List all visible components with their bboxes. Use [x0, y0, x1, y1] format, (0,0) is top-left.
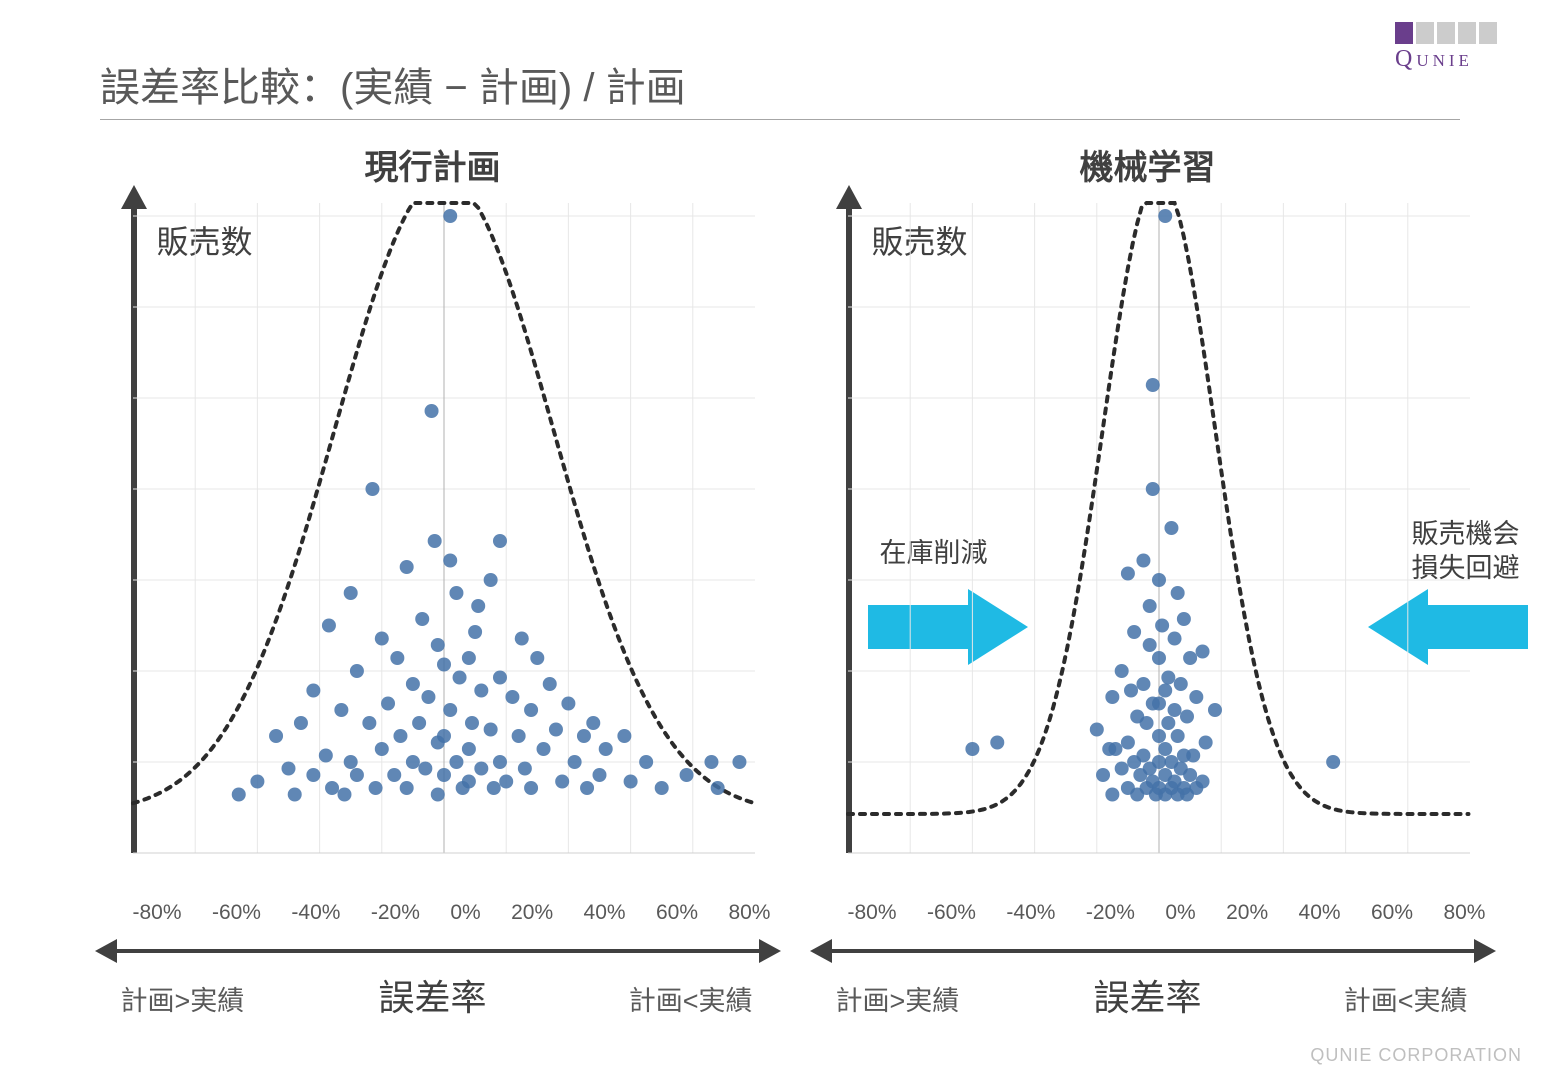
page-title: 誤差率比較：(実績 − 計画) / 計画: [100, 55, 1460, 120]
x-tick-label: 60%: [1371, 901, 1413, 925]
x-axis-arrow-icon: [828, 949, 1478, 953]
x-label-right: 計画<実績: [629, 979, 753, 1018]
x-tick-label: -20%: [1086, 901, 1135, 925]
footer-text: QUNIE CORPORATION: [1310, 1045, 1522, 1066]
x-tick-label: 20%: [1226, 901, 1268, 925]
right-chart-title: 機械学習: [795, 140, 1500, 189]
x-tick-label: 0%: [1165, 901, 1195, 925]
x-tick-label: -80%: [133, 901, 182, 925]
x-ticks: -80% -60% -40% -20% 0% 20% 40% 60% 80%: [848, 901, 1486, 925]
x-tick-label: -60%: [212, 901, 261, 925]
x-tick-label: 80%: [728, 901, 770, 925]
x-tick-label: -20%: [371, 901, 420, 925]
x-axis-arrow-icon: [113, 949, 763, 953]
x-tick-label: 0%: [450, 901, 480, 925]
right-scatter-plot: [818, 193, 1478, 873]
x-tick-label: 60%: [656, 901, 698, 925]
x-tick-label: -40%: [1006, 901, 1055, 925]
right-chart-panel: 機械学習 販売数 在庫削減 販売機会損失回避 -80%-60%-40%-20%0…: [795, 140, 1500, 873]
x-tick-label: -60%: [927, 901, 976, 925]
left-chart-title: 現行計画: [80, 140, 785, 189]
x-tick-label: 20%: [511, 901, 553, 925]
left-chart-panel: 現行計画 販売数 -80%-60%-40%-20%0%20%40%60%80% …: [80, 140, 785, 873]
x-label-right: 計画<実績: [1344, 979, 1468, 1018]
x-tick-label: -40%: [291, 901, 340, 925]
x-ticks: -80% -60% -40% -20% 0% 20% 40% 60% 80%: [133, 901, 771, 925]
brand-logo: QUNIE: [1395, 22, 1530, 82]
x-tick-label: 40%: [584, 901, 626, 925]
x-tick-label: 80%: [1443, 901, 1485, 925]
left-scatter-plot: [103, 193, 763, 873]
x-tick-label: -80%: [848, 901, 897, 925]
x-tick-label: 40%: [1299, 901, 1341, 925]
